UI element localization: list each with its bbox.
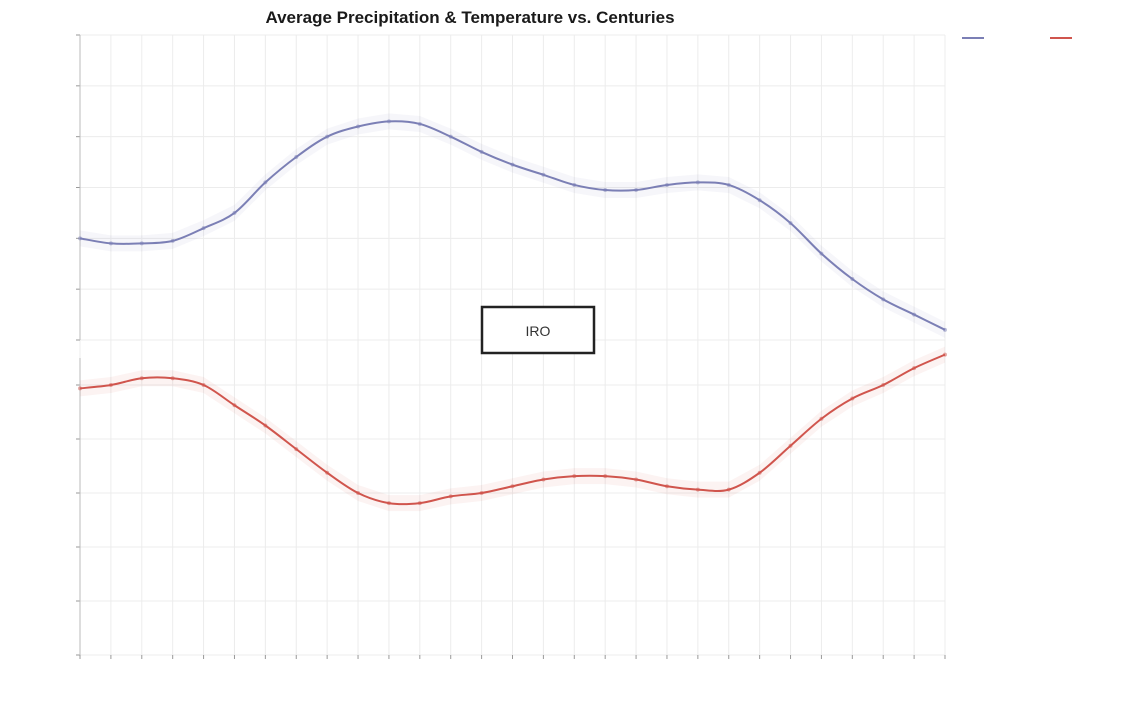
data-point <box>757 198 762 203</box>
data-point <box>386 501 391 506</box>
annotation-box: IRO <box>480 305 596 355</box>
axes-layer <box>76 34 946 659</box>
data-point <box>881 297 886 302</box>
data-point <box>417 501 422 506</box>
data-point <box>912 366 917 371</box>
data-point <box>819 416 824 421</box>
data-point <box>664 182 669 187</box>
data-point <box>603 474 608 479</box>
data-point <box>850 277 855 281</box>
data-point <box>479 491 484 495</box>
data-point <box>417 121 422 126</box>
data-point <box>139 241 144 246</box>
data-point <box>356 124 361 129</box>
data-point <box>664 484 669 489</box>
data-point <box>325 470 330 475</box>
data-point <box>232 210 237 215</box>
data-point <box>695 180 700 185</box>
data-point <box>325 134 330 139</box>
data-point <box>757 470 762 475</box>
data-point <box>943 327 947 332</box>
data-point <box>510 484 515 489</box>
data-point <box>479 149 484 154</box>
data-point <box>572 474 577 479</box>
data-point <box>788 443 793 448</box>
data-point <box>201 383 206 387</box>
data-point <box>170 376 175 381</box>
data-point <box>263 180 268 185</box>
data-point <box>572 182 577 187</box>
data-point <box>448 494 453 499</box>
annotation-frame <box>480 305 596 355</box>
data-point <box>139 376 144 381</box>
data-point <box>819 251 824 256</box>
data-point <box>294 447 299 452</box>
data-point <box>943 352 947 357</box>
data-point <box>108 241 113 246</box>
data-point <box>78 386 82 391</box>
data-point <box>634 477 639 482</box>
data-point <box>78 236 82 241</box>
data-point <box>356 491 361 495</box>
data-point <box>232 403 237 408</box>
data-point <box>912 312 917 317</box>
data-point <box>788 221 793 226</box>
annotation-text: IRO <box>526 323 551 339</box>
data-point <box>726 487 731 492</box>
data-point <box>510 162 515 167</box>
data-point <box>726 182 731 187</box>
data-point <box>201 226 206 231</box>
data-point <box>263 423 268 428</box>
data-point <box>108 383 113 387</box>
series-band <box>80 113 945 338</box>
series-layer <box>78 113 947 512</box>
data-point <box>386 119 391 124</box>
data-point <box>170 238 175 243</box>
data-point <box>448 134 453 139</box>
data-point <box>603 188 608 193</box>
chart-title: Average Precipitation & Temperature vs. … <box>265 8 674 27</box>
data-point <box>541 477 546 482</box>
data-point <box>850 396 855 401</box>
data-point <box>541 172 546 177</box>
data-point <box>294 155 299 159</box>
data-point <box>634 188 639 193</box>
data-point <box>695 487 700 492</box>
data-point <box>881 383 886 387</box>
